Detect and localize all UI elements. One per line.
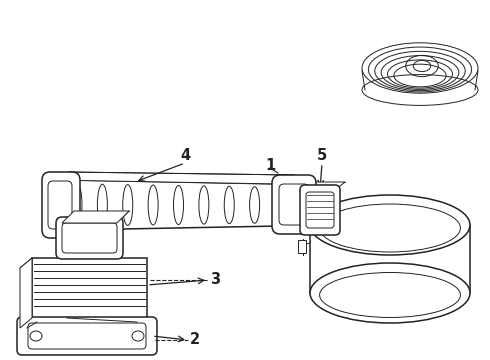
Polygon shape — [298, 240, 306, 253]
Text: 1: 1 — [265, 158, 275, 172]
Ellipse shape — [310, 263, 470, 323]
Text: 3: 3 — [210, 273, 220, 288]
Text: 4: 4 — [180, 148, 190, 162]
Polygon shape — [62, 211, 129, 223]
Bar — [310, 225, 470, 293]
Polygon shape — [305, 182, 345, 190]
Ellipse shape — [310, 195, 470, 255]
Text: 5: 5 — [317, 148, 327, 162]
FancyBboxPatch shape — [300, 185, 340, 235]
FancyBboxPatch shape — [17, 317, 157, 355]
Polygon shape — [20, 318, 147, 328]
FancyBboxPatch shape — [56, 217, 123, 259]
Polygon shape — [20, 258, 32, 328]
FancyBboxPatch shape — [42, 172, 80, 238]
FancyBboxPatch shape — [272, 175, 316, 234]
Bar — [32, 258, 147, 318]
Polygon shape — [50, 172, 294, 184]
Ellipse shape — [362, 40, 478, 96]
Text: 2: 2 — [190, 333, 200, 347]
